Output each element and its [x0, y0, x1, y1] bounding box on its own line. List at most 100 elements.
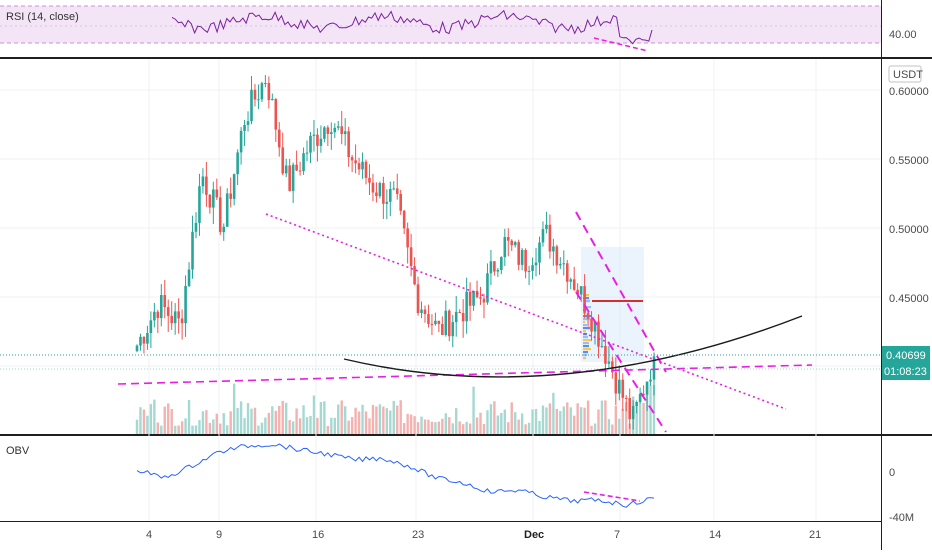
volume-bar-64: [357, 411, 361, 434]
volume-bar-8: [163, 406, 166, 434]
volume-bar-119: [548, 403, 552, 434]
pane-separator-bottom[interactable]: [0, 434, 932, 436]
volume-bar-104: [496, 415, 500, 434]
volume-bar-37: [264, 417, 267, 434]
candle-body-63: [354, 160, 357, 164]
support-trendline[interactable]: [117, 364, 813, 385]
volume-bar-7: [160, 425, 163, 434]
candle-body-123: [562, 263, 566, 265]
candle-body-120: [552, 246, 555, 252]
candle-body-7: [159, 295, 163, 319]
candle-body-15: [187, 269, 191, 286]
volume-bar-133: [597, 409, 600, 434]
volume-bar-106: [503, 409, 506, 434]
volume-bar-141: [625, 402, 628, 434]
volume-profile-box[interactable]: [581, 247, 644, 362]
candle-body-5: [153, 311, 156, 321]
volume-bar-117: [541, 405, 545, 434]
candle-body-118: [545, 224, 548, 230]
candle-body-142: [628, 398, 632, 420]
price-axis[interactable]: USDT 0.60000 0.55000 0.50000 0.45000 0.4…: [882, 65, 930, 380]
candle-body-138: [614, 372, 618, 394]
volume-bar-9: [167, 403, 170, 434]
candle-body-102: [489, 261, 493, 274]
price-tick-2: 0.55000: [889, 155, 929, 167]
candle-body-72: [385, 201, 389, 204]
candle-body-31: [243, 124, 246, 131]
volume-bar-99: [479, 412, 482, 434]
candle-body-147: [645, 381, 649, 395]
x-tick-16: 16: [312, 529, 324, 541]
time-axis[interactable]: 4 9 16 23 Dec 7 14 21: [146, 529, 821, 541]
candlesticks[interactable]: [135, 74, 656, 430]
volume-bar-14: [184, 418, 187, 434]
candle-body-121: [555, 246, 559, 266]
volume-bar-72: [385, 408, 389, 434]
candle-body-35: [257, 99, 260, 101]
candle-body-108: [510, 240, 514, 246]
candle-body-11: [173, 311, 177, 324]
volume-bar-85: [430, 421, 434, 434]
candle-body-22: [212, 189, 215, 208]
volume-bar-47: [298, 418, 302, 434]
volume-bar-68: [371, 404, 375, 434]
volume-profile-bar-0: [583, 294, 589, 297]
candle-body-12: [177, 311, 180, 319]
obv-line: [136, 443, 655, 508]
volume-bar-67: [368, 418, 371, 434]
candle-body-87: [437, 320, 441, 325]
volume-bar-13: [180, 421, 184, 434]
volume-bar-149: [652, 385, 656, 434]
candle-body-146: [642, 393, 645, 395]
volume-bar-1: [139, 407, 142, 434]
candle-body-144: [635, 401, 638, 406]
candle-body-100: [482, 298, 486, 303]
volume-bar-15: [187, 400, 191, 434]
volume-bar-45: [291, 421, 295, 434]
volume-bar-16: [191, 425, 194, 434]
volume-bar-30: [239, 401, 243, 434]
obv-tick-neg: -40M: [889, 512, 914, 524]
pane-separator-top[interactable]: [0, 57, 932, 59]
volume-profile-bar-4: [583, 306, 591, 309]
candle-body-89: [444, 310, 448, 335]
candle-body-134: [600, 345, 604, 347]
x-tick-9: 9: [216, 529, 222, 541]
volume-bar-112: [524, 424, 527, 434]
volume-profile-bar-21: [583, 357, 586, 360]
volume-bar-88: [441, 418, 444, 434]
x-tick-7: 7: [614, 529, 620, 541]
volume-bar-57: [333, 417, 336, 434]
candle-body-135: [604, 345, 607, 364]
volume-bar-109: [514, 412, 517, 434]
descending-trendline[interactable]: [265, 213, 787, 410]
candle-body-9: [166, 307, 170, 316]
rounding-bottom-curve[interactable]: [343, 315, 803, 378]
channel-line-upper[interactable]: [575, 211, 667, 373]
volume-bar-50: [309, 415, 312, 434]
currency-badge[interactable]: [888, 65, 922, 83]
candle-body-6: [156, 311, 160, 319]
candle-body-107: [506, 237, 510, 241]
volume-profile-bar-9: [583, 321, 585, 324]
volume-profile-bar-14: [583, 336, 588, 339]
candle-body-91: [451, 322, 455, 337]
volume-bar-20: [205, 410, 208, 434]
volume-bar-107: [507, 422, 510, 434]
candle-body-81: [416, 284, 420, 314]
candle-body-141: [624, 397, 628, 399]
candle-body-125: [569, 279, 573, 282]
channel-line-lower[interactable]: [575, 291, 667, 433]
candle-body-109: [513, 242, 517, 246]
volume-bar-125: [569, 407, 572, 434]
candle-body-110: [517, 242, 520, 265]
candle-body-96: [468, 291, 472, 306]
volume-bar-22: [212, 419, 215, 434]
volume-bar-98: [475, 417, 479, 434]
volume-profile-bar-19: [583, 351, 588, 354]
candle-body-136: [607, 361, 611, 364]
candle-body-42: [281, 147, 285, 174]
volume-profile-bar-18: [583, 348, 591, 351]
